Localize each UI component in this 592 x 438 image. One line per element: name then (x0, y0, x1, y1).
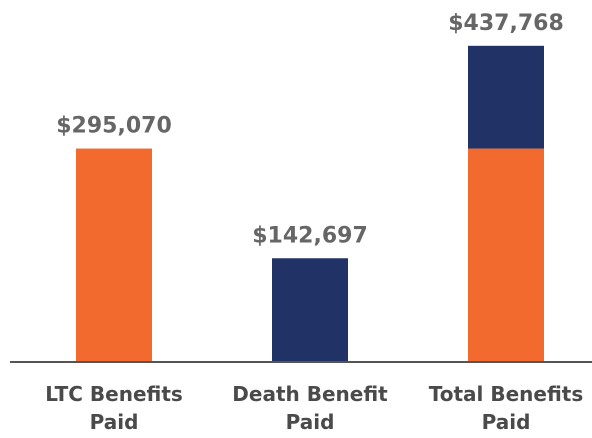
value-label: $142,697 (252, 223, 368, 248)
value-label: $295,070 (56, 114, 172, 139)
bar-segment (272, 258, 348, 361)
bar-segment (468, 45, 544, 149)
bar-segment (468, 148, 544, 361)
bar-segment (76, 148, 152, 361)
category-label: Death Benefit Paid (232, 382, 388, 434)
category-label: LTC Benefits Paid (45, 382, 183, 434)
value-label: $437,768 (448, 11, 564, 36)
category-label: Total Benefits Paid (428, 382, 584, 434)
